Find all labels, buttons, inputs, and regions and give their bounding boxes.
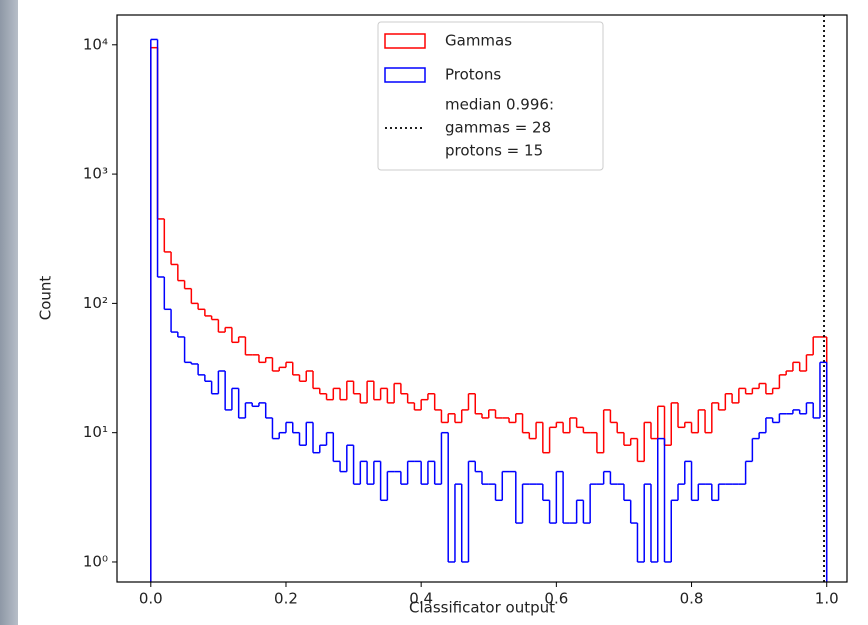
axes-frame xyxy=(116,14,848,583)
y-tick-label: 10⁴ xyxy=(83,35,108,53)
x-tick-label: 0.6 xyxy=(544,590,568,608)
legend-label: median 0.996: xyxy=(445,96,554,114)
legend: Gammas Protons median 0.996: gammas = 28 pro… xyxy=(377,21,604,171)
legend-label: Protons xyxy=(445,66,501,84)
y-tick-label: 10⁰ xyxy=(83,552,108,570)
legend-swatch xyxy=(384,67,426,83)
legend-box xyxy=(377,21,604,171)
x-axis-label: Classificator output xyxy=(409,599,555,617)
legend-swatch xyxy=(384,33,426,49)
legend-label: gammas = 28 xyxy=(445,119,551,137)
y-axis-label: Count xyxy=(37,276,55,321)
y-tick-label: 10¹ xyxy=(83,423,108,441)
x-tick-label: 0.8 xyxy=(680,590,704,608)
x-tick-label: 0.0 xyxy=(139,590,163,608)
plot-area xyxy=(150,38,828,582)
x-tick-label: 1.0 xyxy=(815,590,839,608)
legend-label: Gammas xyxy=(445,32,512,50)
y-tick-label: 10³ xyxy=(83,165,108,183)
x-tick-label: 0.4 xyxy=(409,590,433,608)
legend-label: protons = 15 xyxy=(445,142,543,160)
y-tick-label: 10² xyxy=(83,294,108,312)
x-tick-label: 0.2 xyxy=(274,590,298,608)
